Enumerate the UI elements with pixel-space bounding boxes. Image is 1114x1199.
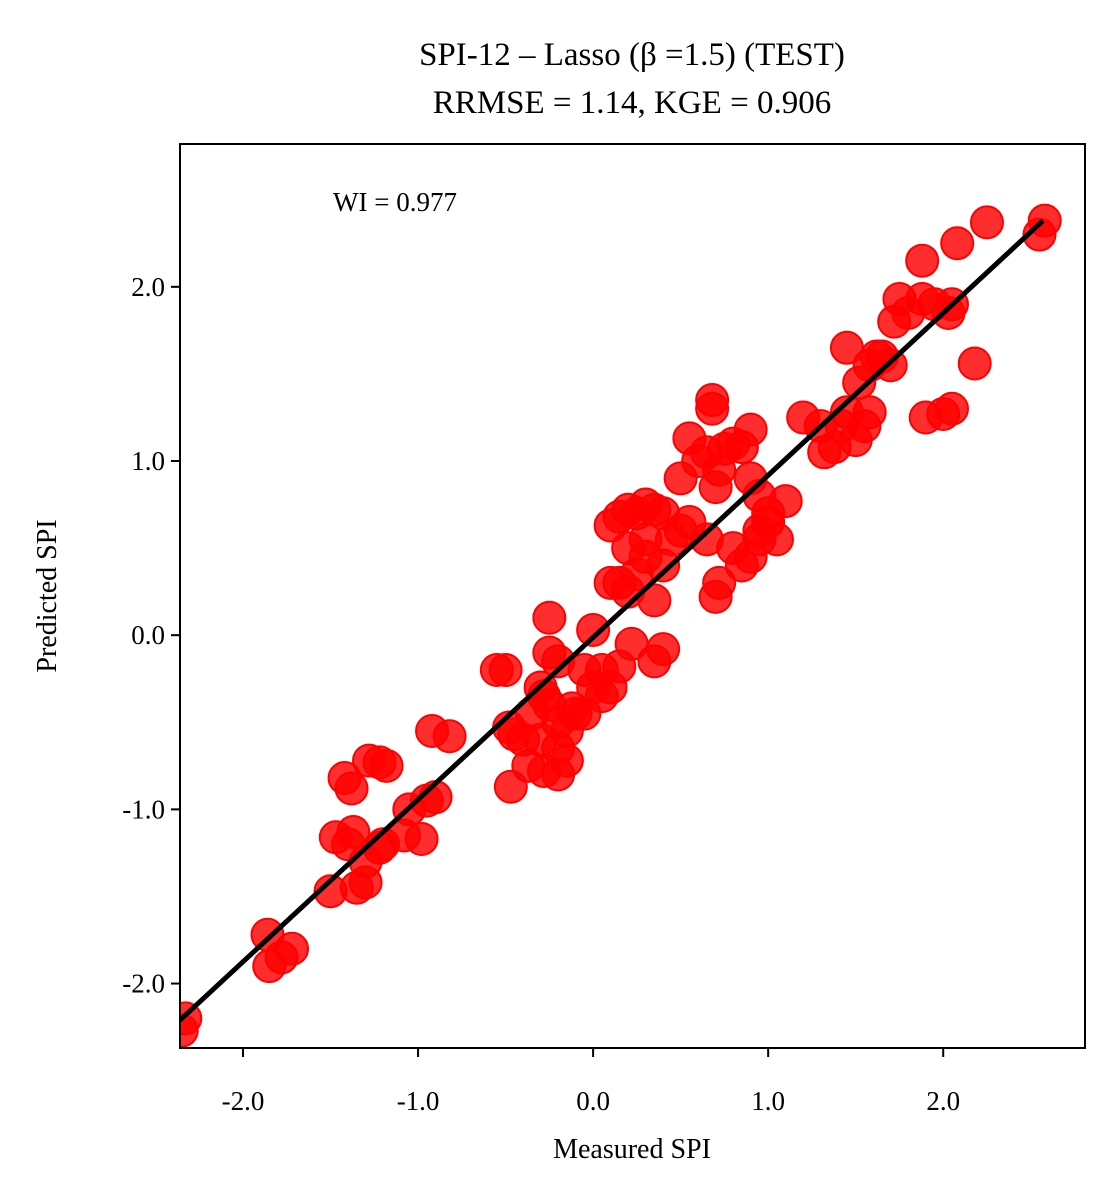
x-tick-label: -1.0 [397, 1086, 440, 1116]
scatter-point [637, 583, 672, 618]
scatter-point [646, 496, 681, 531]
annotation: WI = 0.977 [333, 187, 457, 217]
x-axis-label: Measured SPI [553, 1134, 711, 1165]
y-tick-label: 0.0 [131, 620, 165, 650]
y-tick-label: -2.0 [122, 969, 165, 999]
scatter-point [555, 691, 590, 726]
scatter-point [852, 395, 887, 430]
x-tick-label: 1.0 [751, 1086, 785, 1116]
y-tick-label: 2.0 [131, 272, 165, 302]
scatter-point [432, 719, 467, 754]
scatter-point [369, 748, 404, 783]
chart-title: SPI-12 – Lasso (β =1.5) (TEST) [419, 37, 845, 73]
scatter-point [611, 531, 646, 566]
scatter-point [702, 565, 737, 600]
scatter-point [334, 771, 369, 806]
plot-area [180, 203, 1062, 1048]
scatter-point [969, 205, 1004, 240]
scatter-point [576, 612, 611, 647]
scatter-point [646, 632, 681, 667]
scatter-point [940, 226, 975, 261]
scatter-point [689, 522, 724, 557]
chart-subtitle: RRMSE = 1.14, KGE = 0.906 [433, 85, 831, 121]
scatter-point [768, 484, 803, 519]
scatter-point [180, 1001, 203, 1036]
scatter-point [488, 653, 523, 688]
y-axis-label: Predicted SPI [32, 519, 63, 672]
scatter-point [905, 243, 940, 278]
scatter-point [523, 722, 558, 757]
x-tick-label: -2.0 [222, 1086, 265, 1116]
scatter-point [957, 346, 992, 381]
scatter-point [532, 600, 567, 635]
y-tick-label: 1.0 [131, 446, 165, 476]
axes-frame [179, 143, 1086, 1049]
x-tick-label: 2.0 [926, 1086, 960, 1116]
scatter-point [567, 653, 602, 688]
scatter-point [742, 522, 777, 557]
scatter-point [336, 815, 371, 850]
scatter-point [275, 931, 310, 966]
scatter-point [733, 412, 768, 447]
x-tick-label: 0.0 [576, 1086, 610, 1116]
fit-line [180, 218, 1045, 1022]
scatter-point [695, 391, 730, 426]
scatter-point [404, 821, 439, 856]
scatter-point [934, 391, 969, 426]
y-tick-label: -1.0 [122, 794, 165, 824]
